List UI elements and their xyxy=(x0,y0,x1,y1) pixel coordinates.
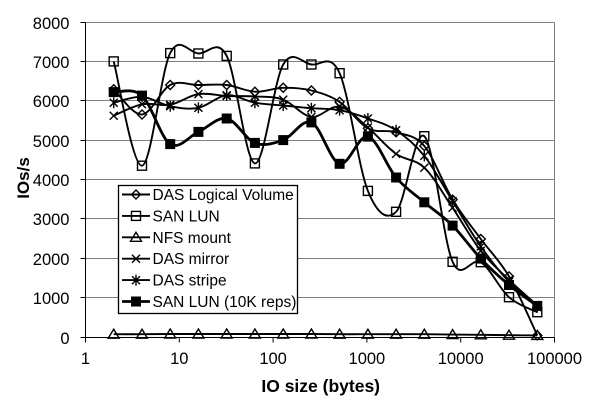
svg-text:6000: 6000 xyxy=(33,93,70,111)
svg-text:SAN LUN: SAN LUN xyxy=(153,208,220,225)
svg-text:DAS stripe: DAS stripe xyxy=(153,273,227,290)
svg-text:10000: 10000 xyxy=(438,350,484,368)
svg-text:1000: 1000 xyxy=(349,350,386,368)
svg-text:2000: 2000 xyxy=(33,251,70,269)
svg-text:IOs/s: IOs/s xyxy=(14,157,33,199)
svg-text:4000: 4000 xyxy=(33,172,70,190)
svg-text:100: 100 xyxy=(259,350,287,368)
svg-text:DAS mirror: DAS mirror xyxy=(153,251,230,268)
svg-text:IO size (bytes): IO size (bytes) xyxy=(261,376,380,396)
svg-text:1000: 1000 xyxy=(33,290,70,308)
svg-text:0: 0 xyxy=(60,330,69,348)
svg-text:5000: 5000 xyxy=(33,133,70,151)
svg-text:SAN LUN (10K reps): SAN LUN (10K reps) xyxy=(153,294,297,311)
svg-text:100000: 100000 xyxy=(527,350,582,368)
svg-text:1: 1 xyxy=(81,350,90,368)
svg-text:10: 10 xyxy=(170,350,188,368)
svg-text:8000: 8000 xyxy=(33,15,70,33)
svg-text:NFS mount: NFS mount xyxy=(153,230,232,247)
svg-text:3000: 3000 xyxy=(33,211,70,229)
svg-text:DAS Logical Volume: DAS Logical Volume xyxy=(153,187,294,204)
svg-text:7000: 7000 xyxy=(33,54,70,72)
